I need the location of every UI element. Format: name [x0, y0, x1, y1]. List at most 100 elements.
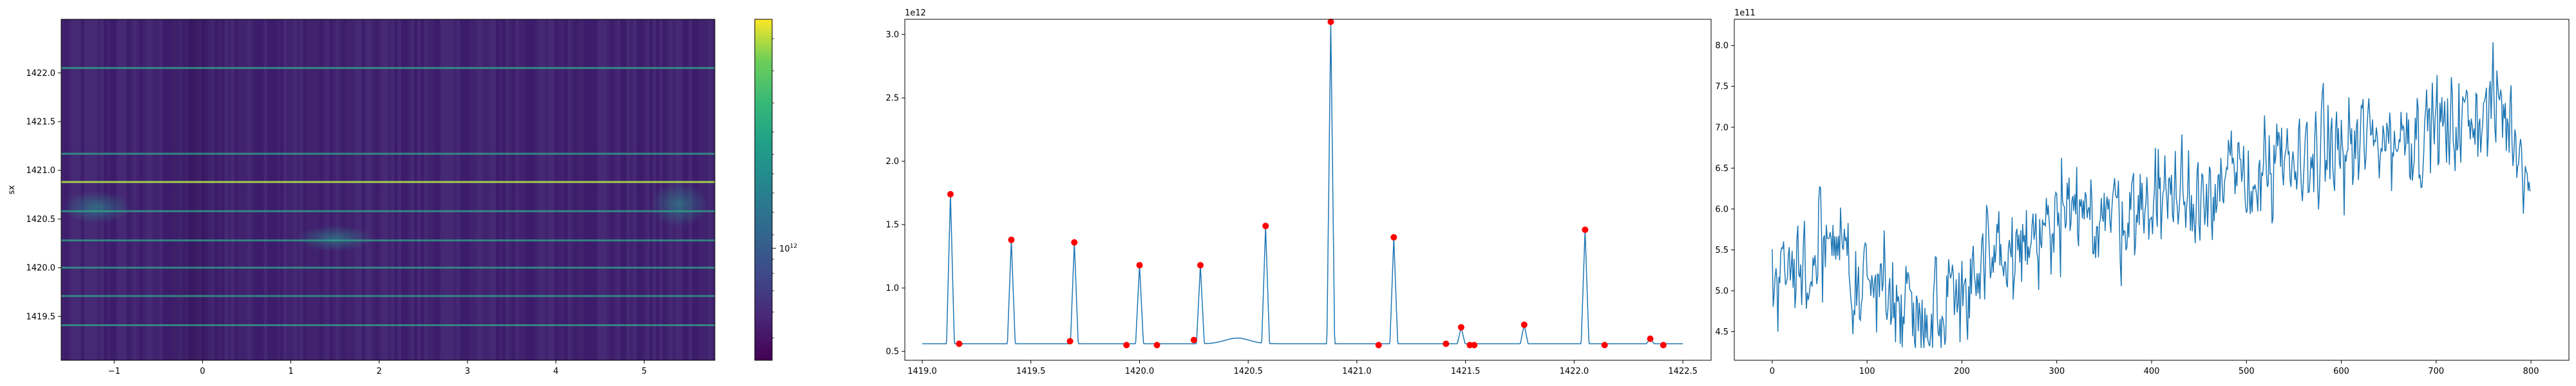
heatmap-column — [348, 19, 353, 360]
heatmap-column-shadow — [169, 19, 173, 360]
heatmap-column — [299, 19, 304, 360]
colorbar-gradient — [754, 19, 773, 361]
heatmap-column — [293, 19, 297, 360]
peaks-x-axis: 1419.0 1419.5 1420.0 1420.5 1421.0 1421.5 1422… — [907, 360, 1698, 376]
peak-marker — [1008, 236, 1015, 243]
trace-y-axis: 4.5 5.0 5.5 6.0 6.5 7.0 7.5 8.0 — [1715, 41, 1734, 337]
heatmap-bright-row — [61, 67, 715, 69]
heatmap-column — [90, 19, 95, 360]
heatmap-column — [708, 19, 712, 360]
heatmap-column — [525, 19, 529, 360]
heatmap-column — [139, 19, 144, 360]
heatmap-column — [397, 19, 402, 360]
heatmap-column — [652, 19, 657, 360]
heatmap-column — [466, 19, 470, 360]
trace-offset-label: 1e11 — [1734, 8, 1756, 18]
colorbar-minor-ticks — [772, 38, 774, 338]
heatmap-column — [306, 19, 310, 360]
peak-marker — [1153, 342, 1160, 349]
heatmap-column — [427, 19, 431, 360]
heatmap-column — [394, 19, 399, 360]
heatmap-column-shadow — [192, 19, 196, 360]
peak-marker — [1066, 338, 1074, 345]
heatmap-x-tick-label: 2 — [377, 367, 382, 376]
peak-marker — [956, 340, 963, 347]
trace-y-tick-label: 5.5 — [1715, 246, 1728, 255]
colorbar-tick-base: 10 — [779, 244, 790, 254]
heatmap-column — [273, 19, 278, 360]
heatmap-column — [247, 19, 251, 360]
heatmap-column-shadow — [202, 19, 205, 360]
trace-x-tick-label: 600 — [2333, 367, 2349, 376]
heatmap-column — [312, 19, 317, 360]
heatmap-bright-row — [61, 152, 715, 155]
heatmap-column — [482, 19, 487, 360]
heatmap-column — [594, 19, 598, 360]
trace-x-tick-label: 800 — [2523, 367, 2539, 376]
peak-marker — [1443, 340, 1450, 347]
heatmap-column — [469, 19, 474, 360]
heatmap-column — [68, 19, 71, 360]
heatmap-column — [153, 19, 156, 360]
heatmap-column — [251, 19, 255, 360]
heatmap-column — [623, 19, 627, 360]
heatmap-column — [473, 19, 477, 360]
heatmap-column — [267, 19, 271, 360]
heatmap-column — [551, 19, 555, 360]
trace-x-tick-label: 500 — [2239, 367, 2255, 376]
heatmap-column — [417, 19, 421, 360]
peak-marker — [1660, 342, 1667, 349]
heatmap-column — [126, 19, 131, 360]
heatmap-column — [564, 19, 569, 360]
heatmap-column — [591, 19, 594, 360]
heatmap-column — [345, 19, 350, 360]
heatmap-column — [182, 19, 186, 360]
heatmap-bright-row — [61, 295, 715, 297]
heatmap-column — [414, 19, 418, 360]
heatmap-y-tick-label: 1421.0 — [26, 166, 56, 176]
trace-x-tick-label: 700 — [2428, 367, 2444, 376]
heatmap-column — [535, 19, 539, 360]
heatmap-bright-row — [61, 181, 715, 183]
heatmap-column — [463, 19, 467, 360]
heatmap-column — [528, 19, 533, 360]
heatmap-column — [558, 19, 562, 360]
heatmap-bright-row — [61, 210, 715, 212]
peaks-panel: 1419.0 1419.5 1420.0 1420.5 1421.0 1421.5 1422… — [886, 8, 1712, 376]
heatmap-column — [411, 19, 415, 360]
heatmap-column — [384, 19, 389, 360]
heatmap-column — [149, 19, 153, 360]
heatmap-column — [100, 19, 104, 360]
heatmap-column-shadow — [205, 19, 209, 360]
heatmap-column — [430, 19, 435, 360]
heatmap-column — [613, 19, 618, 360]
heatmap-column — [479, 19, 484, 360]
trace-x-tick-label: 300 — [2049, 367, 2065, 376]
peaks-y-tick-label: 1.0 — [886, 284, 899, 293]
heatmap-column — [77, 19, 82, 360]
heatmap-column — [117, 19, 120, 360]
peak-markers — [947, 18, 1667, 349]
heatmap-column — [450, 19, 454, 360]
heatmap-column — [178, 19, 183, 360]
heatmap-column — [486, 19, 490, 360]
heatmap-column — [133, 19, 137, 360]
heatmap-x-tick-label: 4 — [553, 367, 558, 376]
heatmap-column — [352, 19, 356, 360]
peak-marker — [1071, 239, 1078, 246]
heatmap-column — [358, 19, 363, 360]
heatmap-column-shadow — [172, 19, 176, 360]
heatmap-column — [443, 19, 448, 360]
heatmap-column — [336, 19, 339, 360]
heatmap-column — [496, 19, 500, 360]
heatmap-column — [257, 19, 261, 360]
heatmap-column — [123, 19, 128, 360]
heatmap-column — [646, 19, 650, 360]
heatmap-glow — [61, 191, 132, 224]
heatmap-y-tick-label: 1421.5 — [26, 118, 56, 127]
heatmap-column — [323, 19, 327, 360]
heatmap-column — [587, 19, 591, 360]
heatmap-y-label: sx — [7, 185, 17, 194]
heatmap-column — [326, 19, 330, 360]
